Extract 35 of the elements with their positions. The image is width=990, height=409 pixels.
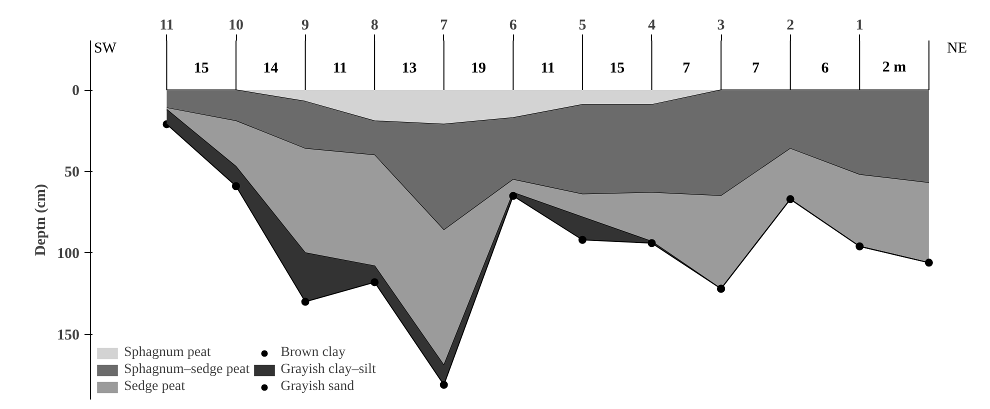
x-tick-label: 6 [509, 18, 518, 34]
x-tick-label: 4 [648, 18, 656, 34]
x-tick-label: 5 [578, 18, 586, 34]
y-axis-title: Deptn (cm) [33, 184, 49, 256]
x-tick-label: 11 [160, 18, 174, 34]
legend-label: Sedge peat [124, 379, 186, 395]
text: 7 [682, 60, 691, 77]
legend-label: Sphagnum–sedge peat [124, 362, 250, 378]
text: 19 [471, 60, 486, 77]
x-tick-label: 1 [856, 18, 864, 34]
text: 11 [332, 60, 348, 77]
x-tick-label: 8 [370, 18, 378, 34]
x-tick-label: 2 [786, 18, 794, 34]
text: 11 [540, 60, 555, 77]
text: 15 [610, 60, 625, 77]
text: 13 [402, 60, 417, 77]
text: SW [94, 40, 118, 56]
legend-label: Brown clay [280, 345, 346, 361]
legend-label: Grayish clay–silt [280, 362, 376, 378]
legend-label: Sphagnum peat [124, 345, 211, 361]
y-tick-label: 100 [57, 246, 80, 262]
legend-label: Grayish sand [280, 379, 354, 395]
x-tick-label: 10 [228, 18, 244, 34]
text: 7 [752, 60, 760, 77]
x-tick-label: 3 [717, 18, 725, 34]
y-tick-label: 50 [64, 164, 80, 180]
x-tick-label: 7 [440, 18, 448, 34]
text: 15 [194, 60, 209, 77]
y-tick-label: 0 [72, 83, 80, 100]
text: 2 m [882, 60, 907, 76]
text: 6 [821, 60, 830, 77]
text: 14 [263, 60, 279, 77]
y-tick-label: 150 [57, 327, 80, 344]
x-tick-label: 9 [302, 18, 310, 34]
text: NE [947, 40, 968, 56]
